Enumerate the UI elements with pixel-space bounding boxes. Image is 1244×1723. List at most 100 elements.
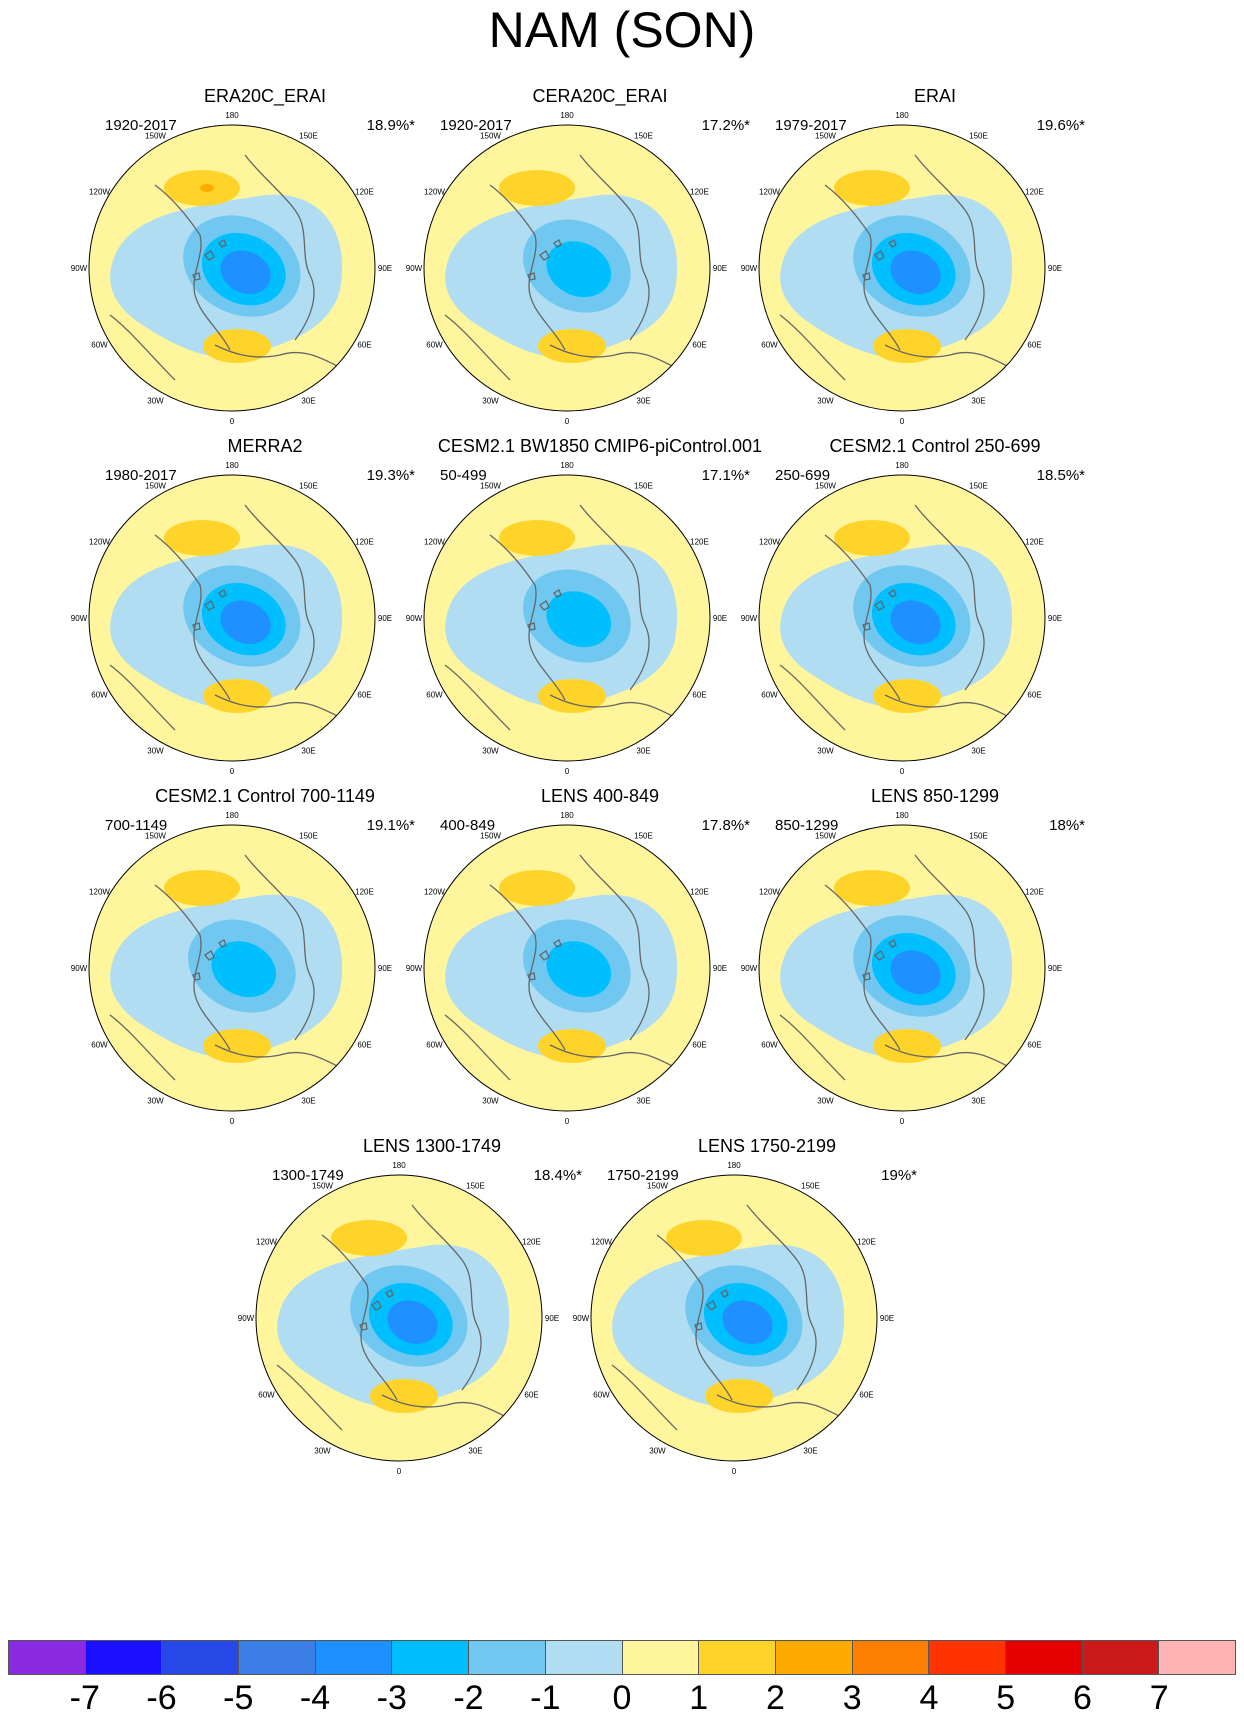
longitude-label: 30E [971, 1097, 985, 1106]
longitude-label: 30W [147, 1097, 164, 1106]
longitude-label: 120W [759, 888, 780, 897]
colorbar-box [1005, 1641, 1083, 1674]
longitude-label: 90W [741, 614, 758, 623]
longitude-label: 180 [560, 811, 574, 820]
polar-map: 180 150E 120E 90E 60E 30E 0 30W 60W 90W 120W 150W [573, 1161, 894, 1476]
contour-region-pos-atlantic [873, 1029, 941, 1063]
longitude-label: 150W [145, 131, 166, 140]
panel-variance-percent: 19%* [881, 1167, 917, 1184]
longitude-label: 60W [426, 1041, 443, 1050]
contour-region-pos-pacific [164, 520, 240, 556]
coastline [824, 534, 901, 701]
polar-map: 180 150E 120E 90E 60E 30E 0 30W 60W 90W 120W 150W [741, 811, 1062, 1126]
longitude-label: 60W [593, 1391, 610, 1400]
longitude-label: 90E [713, 264, 727, 273]
panel-title: CERA20C_ERAI [532, 86, 668, 106]
contour-region-pos-atlantic [538, 679, 606, 713]
longitude-label: 30E [468, 1447, 482, 1456]
coastline [411, 1204, 482, 1391]
longitude-label: 150W [815, 481, 836, 490]
longitude-label: 90E [713, 964, 727, 973]
coastline [321, 1234, 398, 1401]
longitude-label: 30W [314, 1447, 331, 1456]
figure-title: NAM (SON) [488, 2, 756, 58]
panel-variance-percent: 17.1%* [701, 467, 750, 484]
longitude-label: 90W [741, 264, 758, 273]
panel-period: 1979-2017 [775, 117, 847, 134]
longitude-label: 120E [690, 888, 709, 897]
coastline [779, 1014, 846, 1081]
longitude-label: 120W [256, 1238, 277, 1247]
longitude-label: 60W [258, 1391, 275, 1400]
panel-variance-percent: 18.9%* [366, 117, 415, 134]
longitude-label: 30E [301, 397, 315, 406]
longitude-label: 90E [1048, 964, 1062, 973]
coastline [914, 504, 985, 691]
longitude-label: 30W [649, 1447, 666, 1456]
longitude-label: 0 [230, 417, 235, 426]
coastline [444, 1014, 511, 1081]
longitude-label: 90W [406, 964, 423, 973]
coastline [489, 884, 566, 1051]
colorbar-tick-label: -7 [69, 1679, 100, 1717]
panel-variance-percent: 18.4%* [533, 1167, 582, 1184]
longitude-label: 30E [636, 397, 650, 406]
longitude-label: 180 [225, 811, 239, 820]
longitude-label: 90E [880, 1314, 894, 1323]
longitude-label: 90E [378, 964, 392, 973]
coastline [214, 694, 346, 721]
coastline [276, 1364, 343, 1431]
map-panel: LENS 1300-1749 1300-1749 18.4%* 180 150E 120E… [238, 1135, 602, 1510]
longitude-label: 150E [466, 1181, 485, 1190]
map-boundary [423, 124, 711, 412]
colorbar-box [9, 1641, 86, 1674]
longitude-label: 90E [545, 1314, 559, 1323]
contour-region-neg4 [890, 250, 941, 294]
longitude-label: 60W [91, 1041, 108, 1050]
contour-region-pos-pacific [499, 170, 575, 206]
coastline [444, 314, 511, 381]
map-panel: LENS 850-1299 850-1299 18%* 180 150E 120E 90E 6… [741, 785, 1105, 1160]
longitude-label: 30W [147, 747, 164, 756]
coastline [884, 1044, 1016, 1071]
longitude-label: 150E [634, 131, 653, 140]
longitude-label: 60E [357, 341, 371, 350]
panel-title: CESM2.1 BW1850 CMIP6-piControl.001 [437, 436, 763, 456]
panel-variance-percent: 18.5%* [1036, 467, 1085, 484]
longitude-label: 30E [971, 747, 985, 756]
longitude-label: 30E [636, 1097, 650, 1106]
longitude-label: 0 [565, 767, 570, 776]
contour-region-pos2 [200, 184, 214, 192]
colorbar-tick-label: 4 [919, 1679, 939, 1717]
longitude-label: 60E [524, 1391, 538, 1400]
contour-region-neg3 [211, 941, 277, 998]
panel-title: LENS 1750-2199 [697, 1136, 837, 1156]
contour-region-pos-pacific [834, 520, 910, 556]
map-boundary [758, 824, 1046, 1112]
longitude-label: 120W [89, 188, 110, 197]
map-panel: CESM2.1 Control 700-1149 700-1149 19.1%* 18… [71, 785, 435, 1160]
longitude-label: 30W [817, 747, 834, 756]
longitude-label: 150E [634, 831, 653, 840]
coastline [192, 589, 227, 631]
contour-region-pos-atlantic [203, 329, 271, 363]
map-boundary [590, 1174, 878, 1462]
polar-map: 180 150E 120E 90E 60E 30E 0 30W 60W 90W 120W 150W [741, 461, 1062, 776]
contour-region-pos-pacific [834, 870, 910, 906]
panel-title: LENS 850-1299 [870, 786, 1000, 806]
longitude-label: 60W [91, 341, 108, 350]
contour-region-pos-atlantic [538, 329, 606, 363]
coastline [381, 1394, 513, 1421]
longitude-label: 90E [713, 614, 727, 623]
polar-map: 180 150E 120E 90E 60E 30E 0 30W 60W 90W 120W 150W [71, 461, 392, 776]
longitude-label: 60E [692, 1041, 706, 1050]
contour-region-neg4 [890, 600, 941, 644]
longitude-label: 90W [406, 614, 423, 623]
longitude-label: 90E [1048, 264, 1062, 273]
map-panel: ERA20C_ERAI 1920-2017 18.9%* 180 150E 120E 90E… [71, 85, 435, 460]
longitude-label: 60W [91, 691, 108, 700]
panel-variance-percent: 17.8%* [701, 817, 750, 834]
longitude-label: 0 [397, 1467, 402, 1476]
contour-region-neg4 [890, 950, 941, 994]
panel-period: 1920-2017 [105, 117, 177, 134]
